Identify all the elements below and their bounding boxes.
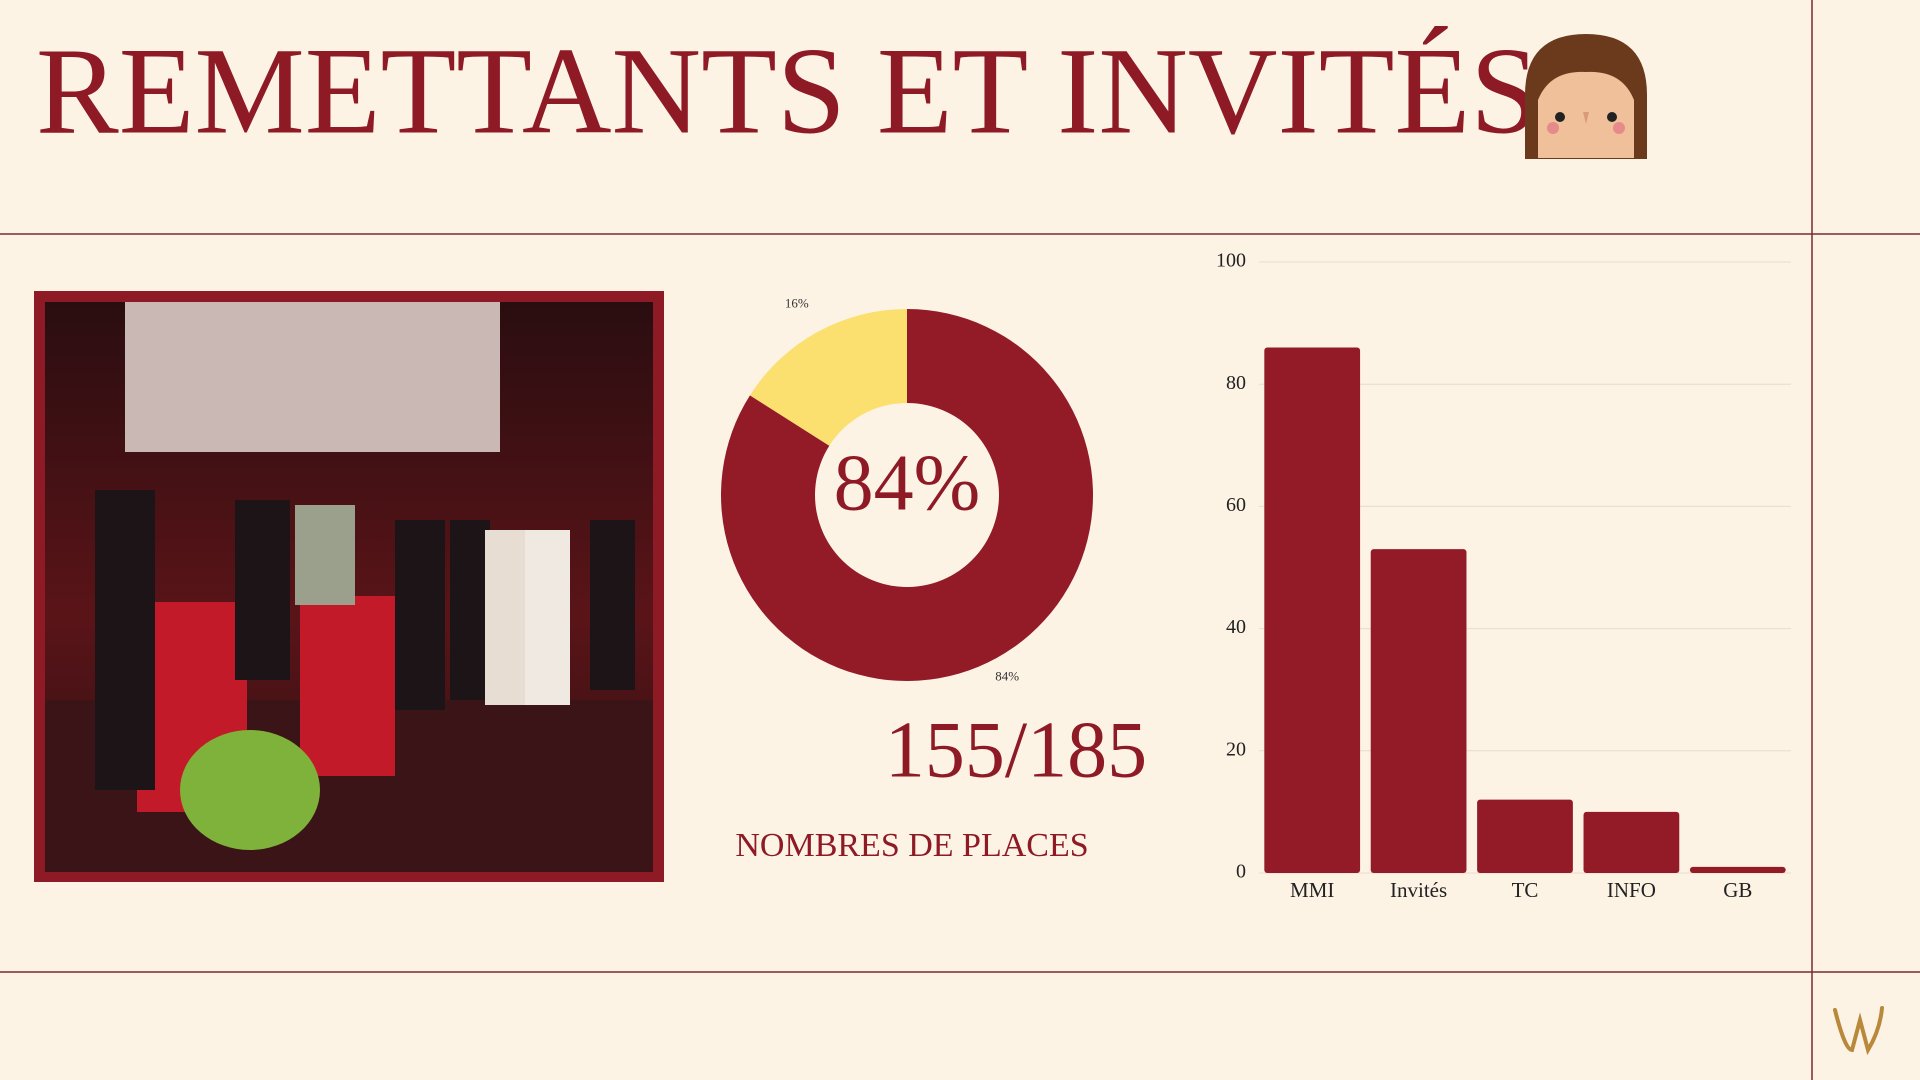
bar (1264, 347, 1361, 873)
x-tick-label: GB (1723, 878, 1752, 902)
bar (1477, 799, 1573, 873)
donut-slice (721, 309, 1093, 681)
y-tick-label: 0 (1236, 861, 1246, 883)
x-tick-label: INFO (1607, 878, 1656, 902)
x-tick-label: TC (1512, 878, 1539, 902)
y-tick-label: 60 (1226, 494, 1246, 516)
x-tick-label: Invités (1390, 878, 1447, 902)
bar (1583, 811, 1680, 873)
ratio: 155/185 (885, 706, 1147, 794)
data-label: 16% (785, 296, 809, 311)
x-tick-label: MMI (1290, 878, 1334, 902)
y-tick-label: 80 (1226, 372, 1246, 394)
donut-center-label: 84% (834, 439, 981, 527)
y-tick-label: 20 (1226, 738, 1246, 760)
caption: NOMBRES DE PLACES (735, 827, 1088, 864)
logo-mark (1833, 1006, 1884, 1056)
face-emoji (1525, 34, 1647, 159)
y-tick-label: 100 (1216, 250, 1246, 272)
slide-title: REMETTANTS ET INVITÉS (36, 22, 1539, 159)
photo (34, 291, 664, 882)
donut-slice (749, 309, 907, 446)
y-tick-label: 40 (1226, 616, 1246, 638)
bar (1370, 549, 1467, 873)
data-label: 84% (995, 668, 1019, 683)
bar (1689, 866, 1786, 873)
